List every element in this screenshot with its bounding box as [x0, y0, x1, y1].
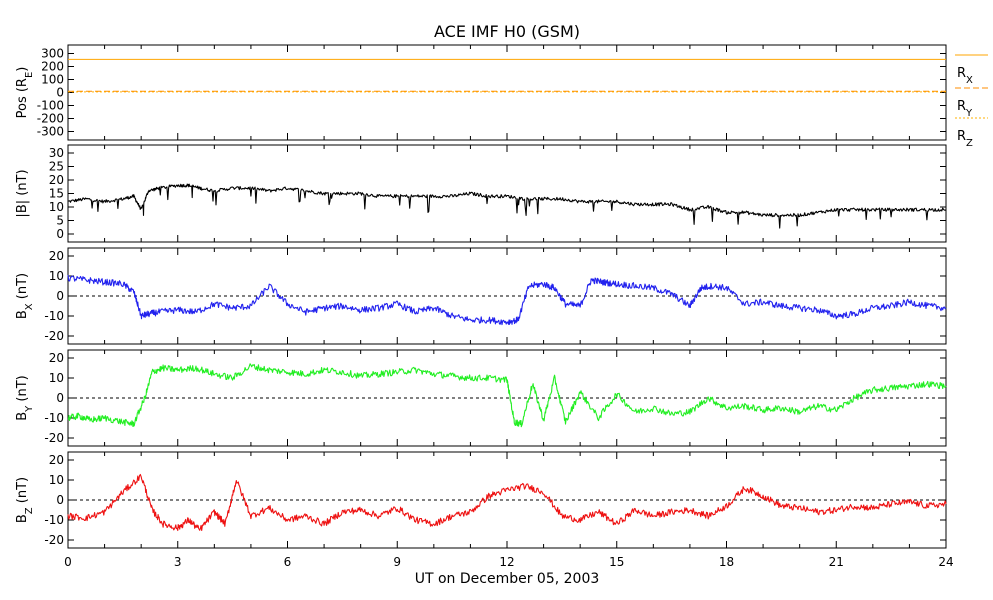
legend-label-2: RZ — [957, 129, 973, 149]
ylabel-main-bx: B — [15, 310, 30, 319]
xtick-label: 24 — [938, 555, 953, 569]
legend-label-0: RX — [957, 66, 973, 86]
x-axis-label: UT on December 05, 2003 — [415, 571, 600, 587]
ytick-label-bz: -20 — [44, 533, 64, 547]
ytick-label-bx: -20 — [44, 329, 64, 343]
ytick-label-by: -10 — [44, 411, 64, 425]
panel-frame-bmag — [67, 144, 947, 243]
legend-sub-2: Z — [966, 138, 973, 149]
x-axis: 0 3 6 9 12 15 18 21 24 — [64, 555, 953, 569]
ytick-label-pos: 100 — [41, 73, 64, 87]
xtick-label: 9 — [393, 555, 401, 569]
ylabel-bz: BZ (nT) — [15, 477, 35, 523]
ytick-label-bmag: 15 — [49, 187, 64, 201]
ylabel-bx: BX (nT) — [15, 273, 35, 319]
ytick-label-bmag: 20 — [49, 173, 64, 187]
xtick-label: 0 — [64, 555, 72, 569]
ylabel-sub-bx: X — [24, 303, 35, 310]
ylabel-main-bz: B — [15, 514, 30, 523]
ylabel-suffix-bz: (nT) — [15, 477, 30, 507]
legend-main-0: R — [957, 66, 966, 81]
legend-label-1: RY — [957, 99, 973, 119]
ylabel-pos: Pos (RE) — [15, 67, 35, 119]
ytick-label-pos: 0 — [56, 86, 64, 100]
ytick-label-by: 10 — [49, 371, 64, 385]
ytick-label-bx: 0 — [56, 289, 64, 303]
xtick-label: 18 — [719, 555, 734, 569]
ytick-label-bz: -10 — [44, 513, 64, 527]
ytick-label-pos: 300 — [41, 47, 64, 61]
series-bz — [67, 473, 947, 532]
ytick-label-bmag: 10 — [49, 200, 64, 214]
ytick-label-pos: -200 — [37, 112, 64, 126]
ytick-label-pos: 200 — [41, 60, 64, 74]
legend-main-1: R — [957, 99, 966, 114]
ytick-label-bx: -10 — [44, 309, 64, 323]
ytick-label-bz: 0 — [56, 493, 64, 507]
xtick-label: 21 — [829, 555, 844, 569]
ytick-label-by: 20 — [49, 351, 64, 365]
legend-sub-1: Y — [965, 108, 973, 119]
series-bx — [67, 274, 947, 326]
ylabel-suffix-by: (nT) — [15, 375, 30, 405]
legend-main-2: R — [957, 129, 966, 144]
ytick-label-bmag: 5 — [56, 214, 64, 228]
ytick-label-by: -20 — [44, 431, 64, 445]
ylabel-main-by: B — [15, 412, 30, 421]
ylabel-sub-by: Y — [24, 405, 35, 413]
panel-bx: 20 10 0 -10 -20 BX (nT) — [15, 247, 947, 345]
ytick-label-pos: -300 — [37, 125, 64, 139]
ylabel-bmag: |B| (nT) — [15, 169, 30, 217]
ytick-label-bmag: 25 — [49, 160, 64, 174]
ytick-label-by: 0 — [56, 391, 64, 405]
ytick-label-bz: 10 — [49, 473, 64, 487]
panel-by: 20 10 0 -10 -20 BY (nT) — [15, 349, 947, 447]
ylabel-sub-pos: E — [24, 72, 35, 78]
series-bmag — [67, 183, 947, 229]
xtick-label: 3 — [174, 555, 182, 569]
ylabel-by: BY (nT) — [15, 375, 35, 421]
panel-bz: 20 10 0 -10 -20 BZ (nT) — [15, 451, 947, 549]
ytick-label-bmag: 0 — [56, 227, 64, 241]
chart-title: ACE IMF H0 (GSM) — [434, 22, 580, 41]
ylabel-main-bmag: |B| (nT) — [15, 169, 30, 217]
ylabel-sub-bz: Z — [24, 507, 35, 514]
ylabel-suffix-bx: (nT) — [15, 273, 30, 303]
series-by — [67, 363, 947, 428]
xtick-label: 15 — [609, 555, 624, 569]
ytick-label-pos: -100 — [37, 99, 64, 113]
ytick-label-bmag: 30 — [49, 146, 64, 160]
xtick-label: 6 — [284, 555, 292, 569]
ytick-label-bx: 10 — [49, 269, 64, 283]
ytick-label-bz: 20 — [49, 453, 64, 467]
ylabel-main-pos: Pos (R — [15, 78, 30, 118]
legend-sub-0: X — [966, 75, 973, 86]
ytick-label-bx: 20 — [49, 249, 64, 263]
xtick-label: 12 — [499, 555, 514, 569]
ylabel-suffix-pos: ) — [15, 67, 30, 72]
